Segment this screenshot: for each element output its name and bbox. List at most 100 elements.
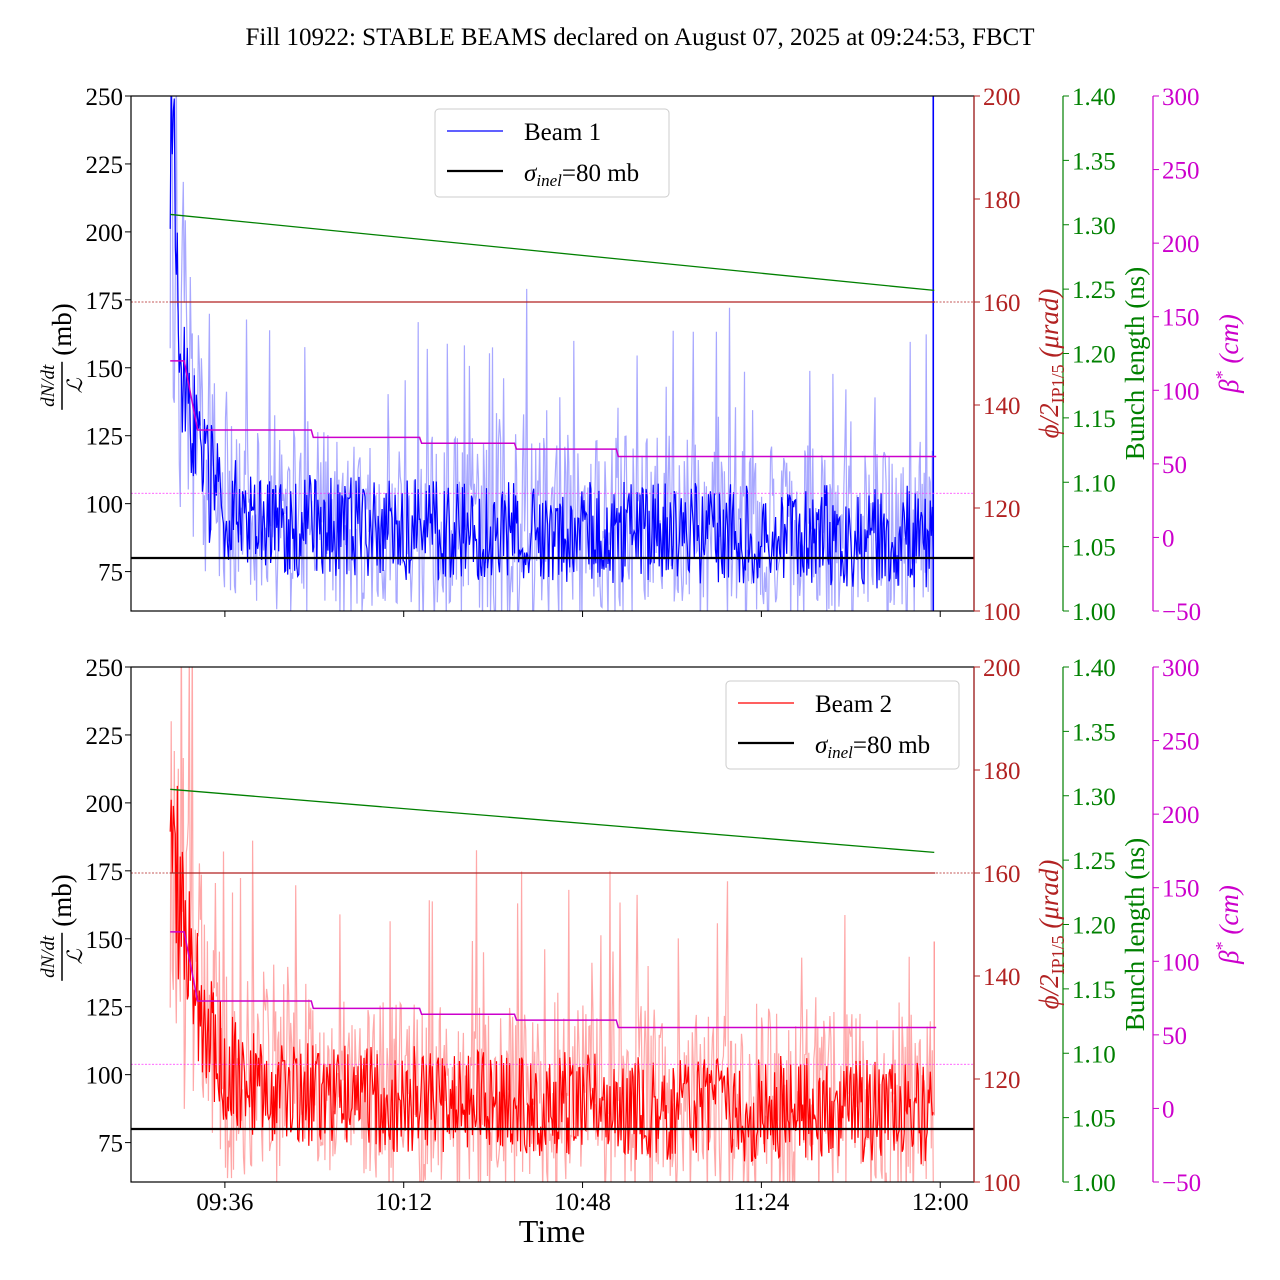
left-tick-label: 100 — [86, 1063, 124, 1090]
left-tick-label: 100 — [86, 492, 124, 519]
beta-star-tick-label: 150 — [1162, 305, 1200, 332]
beta-star-axis-label: β* (cm) — [1212, 885, 1244, 965]
crossing-angle-axis-label: ϕ/2IP1/5 (μrad) — [1034, 860, 1068, 1010]
beta-star-tick-label: 300 — [1162, 655, 1200, 682]
beta-star-tick-label: 0 — [1162, 1096, 1175, 1123]
crossing-angle-tick-label: 200 — [983, 84, 1021, 111]
bunch-length-tick-label: 1.30 — [1072, 784, 1116, 811]
legend-beam-label: Beam 2 — [815, 691, 892, 718]
beta-star-tick-label: 200 — [1162, 231, 1200, 258]
beta-star-tick-label: 50 — [1162, 1023, 1187, 1050]
bunch-length-tick-label: 1.10 — [1072, 1041, 1116, 1068]
bunch-length-tick-label: 1.25 — [1072, 848, 1116, 875]
beta-star-tick-label: 100 — [1162, 378, 1200, 405]
beta-star-tick-label: 0 — [1162, 525, 1175, 552]
left-tick-label: 200 — [86, 220, 124, 247]
beta-star-axis-label: β* (cm) — [1212, 314, 1244, 394]
legend-sigma-label: σinel=80 mb — [524, 160, 639, 190]
crossing-angle-tick-label: 140 — [983, 393, 1021, 420]
bunch-length-line — [170, 788, 935, 854]
crossing-angle-tick-label: 200 — [983, 655, 1021, 682]
crossing-angle-tick-label: 160 — [983, 861, 1021, 888]
left-tick-label: 125 — [86, 995, 124, 1022]
left-axis-label-denominator: ℒ — [63, 948, 87, 964]
beta-star-tick-label: 250 — [1162, 158, 1200, 185]
bunch-length-tick-label: 1.10 — [1072, 470, 1116, 497]
left-tick-label: 250 — [86, 84, 124, 111]
crossing-angle-axis-label: ϕ/2IP1/5 (μrad) — [1034, 289, 1068, 439]
beta-star-tick-label: 300 — [1162, 84, 1200, 111]
crossing-angle-tick-label: 120 — [983, 496, 1021, 523]
bunch-length-tick-label: 1.00 — [1072, 599, 1116, 626]
panel-beam-2: 75 100 125 150 175 200 225 250 dN/dt ℒ (mb) 09:36 10… — [38, 655, 1244, 1216]
panel-beam-1: 75 100 125 150 175 200 225 250 dN/dt ℒ (mb) 100 120 1… — [38, 84, 1244, 626]
left-tick-label: 75 — [98, 1131, 123, 1158]
left-tick-label: 175 — [86, 859, 124, 886]
left-axis-label-numerator: dN/dt — [38, 364, 59, 407]
bunch-length-tick-label: 1.35 — [1072, 719, 1116, 746]
left-tick-label: 125 — [86, 424, 124, 451]
left-tick-label: 200 — [86, 791, 124, 818]
legend-beam-1: Beam 1 σinel=80 mb — [434, 108, 670, 198]
crossing-angle-tick-label: 120 — [983, 1067, 1021, 1094]
bunch-length-tick-label: 1.25 — [1072, 277, 1116, 304]
beta-star-tick-label: 50 — [1162, 452, 1187, 479]
beta-star-tick-label: 200 — [1162, 802, 1200, 829]
x-tick-label: 12:00 — [912, 1189, 969, 1216]
bunch-length-tick-label: 1.40 — [1072, 655, 1116, 682]
bunch-length-tick-label: 1.40 — [1072, 84, 1116, 111]
beta-star-tick-label: 150 — [1162, 876, 1200, 903]
left-axis-label: dN/dt ℒ (mb) — [38, 874, 87, 981]
bunch-length-tick-label: 1.05 — [1072, 1106, 1116, 1133]
plot-area-beam-1 — [131, 96, 974, 611]
legend-beam-label: Beam 1 — [524, 119, 601, 146]
left-axis-label-denominator: ℒ — [63, 377, 87, 393]
beta-star-tick-label: 100 — [1162, 949, 1200, 976]
legend-sigma-label: σinel=80 mb — [815, 732, 930, 762]
left-tick-label: 75 — [98, 560, 123, 587]
left-tick-label: 175 — [86, 288, 124, 315]
beam-line-beam-2 — [169, 785, 934, 1165]
beta-star-tick-label: −50 — [1162, 599, 1201, 626]
x-tick-label: 10:12 — [375, 1189, 432, 1216]
bunch-length-tick-label: 1.35 — [1072, 148, 1116, 175]
left-tick-label: 250 — [86, 655, 124, 682]
bunch-length-axis-label: Bunch length (ns) — [1120, 267, 1150, 460]
left-axis-label-numerator: dN/dt — [38, 935, 59, 978]
bunch-length-axis-label: Bunch length (ns) — [1120, 838, 1150, 1031]
crossing-angle-tick-label: 100 — [983, 599, 1021, 626]
bunch-length-line — [170, 213, 935, 292]
beta-star-line — [170, 931, 937, 1029]
beam-line-beam-1 — [169, 96, 934, 589]
crossing-angle-tick-label: 140 — [983, 964, 1021, 991]
crossing-angle-tick-label: 180 — [983, 187, 1021, 214]
crossing-angle-tick-label: 160 — [983, 290, 1021, 317]
left-axis-label: dN/dt ℒ (mb) — [38, 303, 87, 410]
beta-star-tick-label: −50 — [1162, 1170, 1201, 1197]
x-tick-label: 10:48 — [554, 1189, 611, 1216]
x-tick-label: 11:24 — [733, 1189, 790, 1216]
crossing-angle-tick-label: 100 — [983, 1170, 1021, 1197]
beta-star-line — [170, 360, 937, 458]
bunch-length-tick-label: 1.30 — [1072, 213, 1116, 240]
left-axis-label-unit: (mb) — [47, 874, 77, 926]
left-tick-label: 150 — [86, 356, 124, 383]
legend-beam-2: Beam 2 σinel=80 mb — [725, 680, 960, 770]
bunch-length-tick-label: 1.20 — [1072, 342, 1116, 369]
bunch-length-tick-label: 1.15 — [1072, 977, 1116, 1004]
bunch-length-tick-label: 1.00 — [1072, 1170, 1116, 1197]
left-tick-label: 150 — [86, 927, 124, 954]
left-axis-label-unit: (mb) — [47, 303, 77, 355]
plot-area-beam-2 — [131, 667, 974, 1182]
bunch-length-tick-label: 1.05 — [1072, 535, 1116, 562]
bunch-length-tick-label: 1.15 — [1072, 406, 1116, 433]
chart-title: Fill 10922: STABLE BEAMS declared on Aug… — [246, 24, 1035, 51]
bunch-length-tick-label: 1.20 — [1072, 913, 1116, 940]
beam-band-beam-1 — [169, 96, 934, 611]
x-tick-label: 09:36 — [196, 1189, 253, 1216]
crossing-angle-tick-label: 180 — [983, 758, 1021, 785]
x-axis-label: Time — [519, 1213, 585, 1249]
beta-star-tick-label: 250 — [1162, 729, 1200, 756]
left-tick-label: 225 — [86, 723, 124, 750]
